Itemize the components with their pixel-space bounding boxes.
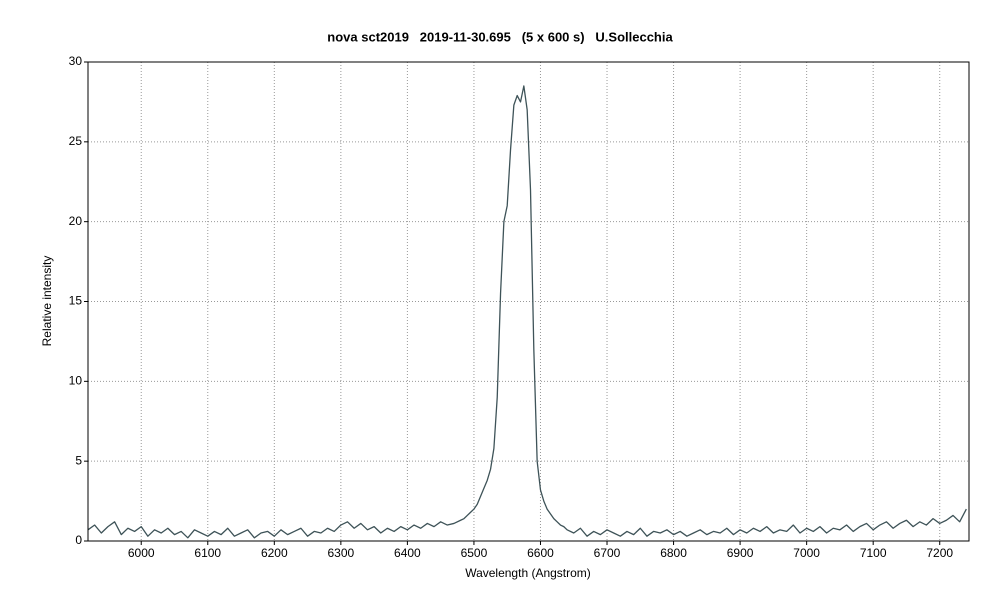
x-tick-label: 6500 (461, 546, 488, 560)
x-tick-label: 6700 (594, 546, 621, 560)
x-tick-label: 6400 (394, 546, 421, 560)
x-tick-label: 7100 (860, 546, 887, 560)
x-tick-label: 6000 (128, 546, 155, 560)
x-tick-label: 6300 (328, 546, 355, 560)
x-tick-label: 6100 (194, 546, 221, 560)
y-tick-label: 15 (69, 294, 83, 308)
chart-title: nova sct2019 2019-11-30.695 (5 x 600 s) … (327, 29, 673, 44)
x-tick-label: 6900 (727, 546, 754, 560)
y-axis-label: Relative intensity (40, 256, 54, 347)
x-tick-label: 7200 (926, 546, 953, 560)
y-tick-label: 25 (69, 134, 83, 148)
plot-frame (87, 61, 970, 542)
x-tick-label: 6800 (660, 546, 687, 560)
spectrum-line (87, 85, 967, 539)
y-tick-label: 5 (75, 453, 82, 467)
x-tick-label: 7000 (793, 546, 820, 560)
y-tick-label: 10 (69, 374, 83, 388)
x-tick-label: 6200 (261, 546, 288, 560)
x-tick-label: 6600 (527, 546, 554, 560)
y-tick-label: 0 (75, 533, 82, 547)
y-tick-label: 20 (69, 214, 83, 228)
y-tick-label: 30 (69, 54, 83, 68)
x-axis-label: Wavelength (Angstrom) (465, 566, 591, 580)
